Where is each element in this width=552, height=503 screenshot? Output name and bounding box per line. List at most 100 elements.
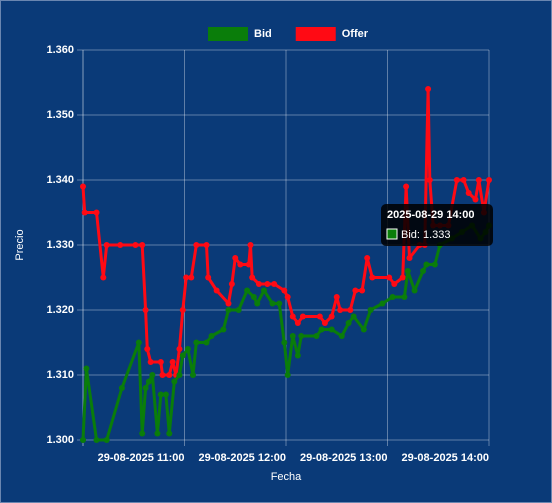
data-point bbox=[237, 261, 244, 268]
data-point bbox=[183, 274, 190, 281]
data-point bbox=[169, 359, 176, 365]
data-point bbox=[203, 339, 210, 346]
tooltip-label: Bid: 1.333 bbox=[401, 229, 451, 241]
data-point bbox=[294, 320, 301, 326]
data-point bbox=[139, 430, 146, 437]
data-point bbox=[431, 261, 438, 268]
data-point bbox=[228, 281, 235, 287]
y-tick-label: 1.350 bbox=[46, 109, 74, 121]
legend-swatch bbox=[208, 27, 248, 41]
data-point bbox=[193, 339, 200, 346]
data-point bbox=[193, 242, 200, 248]
y-tick-label: 1.340 bbox=[46, 174, 74, 186]
data-point bbox=[93, 209, 100, 216]
data-point bbox=[284, 372, 291, 378]
data-point bbox=[401, 294, 408, 300]
data-point bbox=[188, 274, 195, 281]
data-point bbox=[406, 255, 413, 261]
data-point bbox=[157, 391, 164, 398]
data-point bbox=[389, 294, 396, 300]
data-point bbox=[220, 326, 227, 333]
data-point bbox=[144, 346, 151, 352]
data-point bbox=[80, 437, 86, 443]
data-point bbox=[420, 268, 427, 274]
data-point bbox=[403, 183, 410, 190]
data-point bbox=[176, 372, 183, 378]
legend-label: Offer bbox=[342, 28, 369, 40]
y-tick-label: 1.360 bbox=[46, 44, 74, 56]
data-point bbox=[460, 177, 467, 183]
data-point bbox=[255, 281, 262, 287]
data-point bbox=[391, 281, 398, 287]
data-point bbox=[289, 333, 296, 339]
data-point bbox=[225, 300, 232, 307]
data-point bbox=[426, 177, 433, 183]
data-point bbox=[360, 326, 367, 333]
data-point bbox=[142, 385, 149, 391]
data-point bbox=[364, 255, 371, 261]
y-tick-label: 1.330 bbox=[46, 239, 74, 251]
data-point bbox=[472, 196, 479, 203]
data-point bbox=[189, 372, 196, 378]
data-point bbox=[250, 294, 257, 300]
data-point bbox=[367, 307, 374, 313]
y-tick-label: 1.310 bbox=[46, 369, 74, 381]
data-point bbox=[425, 86, 432, 92]
data-point bbox=[264, 281, 271, 287]
data-point bbox=[276, 300, 283, 307]
tooltip: 2025-08-29 14:00 Bid: 1.333 bbox=[381, 204, 493, 246]
data-point bbox=[179, 352, 186, 359]
data-point bbox=[299, 313, 306, 320]
data-point bbox=[321, 320, 328, 326]
data-point bbox=[284, 294, 291, 300]
data-point bbox=[225, 307, 232, 313]
y-axis-title: Precio bbox=[14, 229, 26, 260]
data-point bbox=[453, 177, 460, 183]
tooltip-swatch bbox=[386, 228, 398, 240]
data-point bbox=[465, 190, 472, 196]
data-point bbox=[103, 242, 110, 248]
data-point bbox=[166, 430, 173, 437]
data-point bbox=[298, 333, 305, 339]
data-point bbox=[247, 242, 254, 248]
data-point bbox=[176, 346, 183, 352]
data-point bbox=[386, 274, 393, 281]
y-tick-label: 1.320 bbox=[46, 304, 74, 316]
data-point bbox=[486, 177, 492, 183]
data-point bbox=[100, 274, 107, 281]
data-point bbox=[132, 242, 139, 248]
data-point bbox=[289, 313, 296, 320]
data-point bbox=[475, 177, 482, 183]
data-point bbox=[245, 261, 252, 268]
data-point bbox=[423, 261, 430, 268]
data-point bbox=[313, 333, 320, 339]
data-point bbox=[399, 274, 406, 281]
data-point bbox=[328, 326, 335, 333]
data-point bbox=[81, 209, 88, 216]
data-point bbox=[162, 391, 169, 398]
data-point bbox=[316, 313, 323, 320]
tooltip-title: 2025-08-29 14:00 bbox=[387, 209, 474, 221]
x-tick-label: 29-08-2025 14:00 bbox=[402, 452, 489, 464]
data-point bbox=[103, 437, 110, 443]
y-tick-label: 1.300 bbox=[46, 434, 74, 446]
data-point bbox=[347, 307, 354, 313]
data-point bbox=[269, 300, 276, 307]
legend-label: Bid bbox=[254, 28, 272, 40]
data-point bbox=[404, 268, 411, 274]
data-point bbox=[159, 372, 166, 378]
data-point bbox=[254, 300, 261, 307]
data-point bbox=[184, 346, 191, 352]
x-axis-title: Fecha bbox=[271, 471, 302, 483]
data-point bbox=[117, 242, 124, 248]
data-point bbox=[93, 437, 100, 443]
data-point bbox=[213, 287, 220, 294]
data-point bbox=[249, 274, 256, 281]
data-point bbox=[318, 326, 325, 333]
data-point bbox=[369, 274, 376, 281]
data-point bbox=[145, 378, 152, 385]
data-point bbox=[208, 333, 215, 339]
data-point bbox=[118, 385, 125, 391]
